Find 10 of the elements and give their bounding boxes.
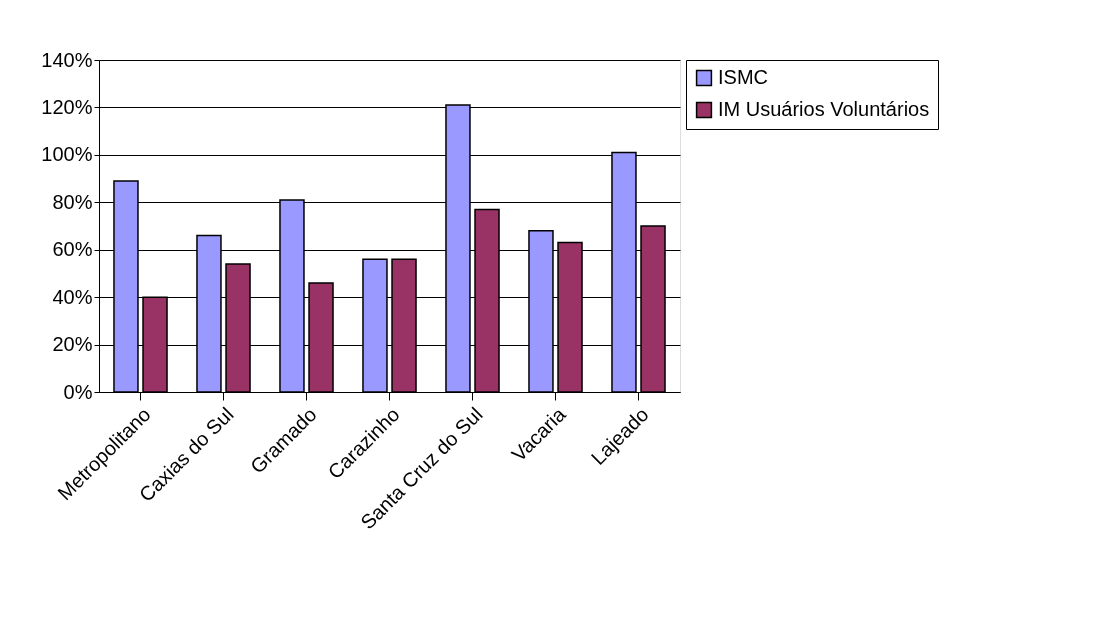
legend-label: ISMC: [718, 66, 768, 88]
y-tick-label: 80%: [52, 190, 93, 213]
legend-label: IM Usuários Voluntários: [718, 98, 930, 120]
y-tick-label: 100%: [41, 143, 93, 166]
y-tick-label: 60%: [52, 238, 93, 261]
y-tick-label: 120%: [41, 95, 93, 118]
y-tick-label: 40%: [52, 285, 93, 308]
y-tick-label: 140%: [41, 48, 93, 71]
y-tick-label: 0%: [63, 380, 93, 403]
y-tick-label: 20%: [52, 333, 93, 356]
